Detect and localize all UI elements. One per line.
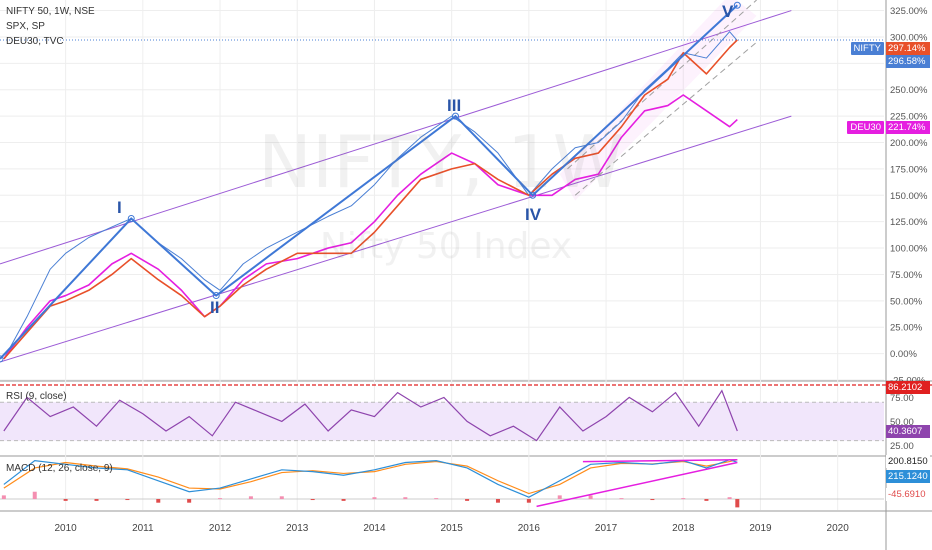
macd-pane-label[interactable]: MACD (12, 26, close, 9) [6, 463, 113, 474]
legend-nifty[interactable]: NIFTY 50, 1W, NSE [6, 6, 95, 17]
macd-histogram-bar [279, 496, 284, 500]
macd-line [3, 459, 738, 498]
wave-label-v: V [722, 2, 734, 21]
macd-histogram-bar [557, 495, 562, 500]
legend-spx[interactable]: SPX, SP [6, 21, 45, 32]
macd-histogram-bar [681, 498, 686, 500]
legend-deu30[interactable]: DEU30, TVC [6, 36, 64, 47]
macd-histogram-bar [403, 497, 408, 500]
rsi-line [3, 389, 738, 442]
x-tick-label: 2011 [132, 523, 154, 534]
macd-histogram-bar [704, 499, 709, 501]
macd-top-badge: 200.8150 [886, 455, 930, 468]
rsi-tick-label: 50.00 [890, 417, 914, 428]
macd-histogram-bar [156, 499, 161, 503]
macd-histogram-bar [187, 499, 192, 503]
y-tick-label: 125.00% [890, 217, 928, 228]
deu30-price-badge: 221.74% [886, 121, 930, 134]
x-tick-label: 2013 [286, 523, 309, 534]
spx-price-badge: 296.58% [886, 55, 930, 68]
macd-hist-badge: -45.6910 [886, 488, 930, 501]
macd-trendline-upper [582, 458, 738, 463]
wave-point-5 [733, 1, 741, 9]
macd-histogram-bar [495, 499, 500, 503]
macd-histogram-bar [63, 499, 68, 501]
rsi-tick-label: 25.00 [890, 441, 914, 452]
sub-channel-upper [567, 0, 757, 170]
macd-signal-badge: 215.1240 [886, 470, 930, 483]
macd-histogram-bar [1, 495, 6, 500]
macd-histogram-bar [619, 498, 624, 500]
spx-line [3, 31, 738, 360]
nifty-name-badge: NIFTY [850, 42, 884, 55]
wave-label-iii: III [447, 96, 462, 115]
macd-histogram-bar [310, 499, 315, 501]
y-tick-label: 250.00% [890, 85, 928, 96]
macd-histogram-bar [32, 491, 37, 500]
macd-histogram-bar [218, 498, 223, 500]
x-tick-label: 2019 [749, 523, 772, 534]
x-tick-label: 2010 [54, 523, 77, 534]
rsi-pane-label[interactable]: RSI (9, close) [6, 391, 67, 402]
y-tick-label: 50.00% [890, 296, 923, 307]
y-tick-label: 225.00% [890, 112, 928, 123]
macd-trendline-lower [536, 461, 738, 508]
rsi-value-badge: 40.3607 [886, 425, 930, 438]
x-tick-label: 2016 [518, 523, 541, 534]
macd-histogram-bar [650, 499, 655, 501]
y-tick-label: 200.00% [890, 138, 928, 149]
rsi-upper-badge: 86.2102 [886, 381, 930, 394]
x-tick-label: 2018 [672, 523, 695, 534]
macd-signal-line [3, 459, 738, 495]
deu30-line [3, 94, 738, 360]
y-tick-label: 100.00% [890, 244, 928, 255]
macd-histogram-bar [341, 499, 346, 501]
rsi-tick-label: 75.00 [890, 393, 914, 404]
y-tick-label: 25.00% [890, 323, 923, 334]
nifty-price-badge: 297.14% [886, 42, 930, 55]
y-tick-label: 300.00% [890, 32, 928, 43]
macd-histogram-bar [372, 497, 377, 500]
x-tick-label: 2012 [209, 523, 232, 534]
wave-label-iv: IV [525, 205, 542, 224]
wave-label-i: I [117, 198, 122, 217]
channel-lower [0, 115, 792, 363]
deu30-name-badge: DEU30 [847, 121, 884, 134]
nifty-line [3, 39, 738, 360]
y-tick-label: 175.00% [890, 164, 928, 175]
macd-histogram-bar [727, 497, 732, 500]
y-tick-label: 150.00% [890, 191, 928, 202]
macd-histogram-bar [94, 499, 99, 501]
y-tick-label: 75.00% [890, 270, 923, 281]
wave-point-1 [127, 215, 135, 222]
macd-histogram-bar [434, 498, 439, 500]
y-tick-label: 325.00% [890, 6, 928, 17]
elliott-wave-line [0, 4, 738, 360]
macd-histogram-bar [526, 499, 531, 503]
x-tick-label: 2014 [363, 523, 386, 534]
macd-histogram-bar [248, 496, 253, 500]
wave-label-ii: II [210, 298, 220, 317]
rsi-band [0, 402, 884, 441]
x-tick-label: 2015 [441, 523, 464, 534]
wave-point-0 [0, 355, 4, 363]
x-tick-label: 2020 [827, 523, 850, 534]
macd-histogram-bar [588, 495, 593, 500]
wave-point-2 [212, 292, 220, 300]
y-tick-label: 0.00% [890, 349, 917, 360]
macd-histogram-bar [465, 499, 470, 501]
x-tick-label: 2017 [595, 523, 618, 534]
wave-point-3 [452, 112, 460, 120]
wave-point-4 [529, 191, 537, 199]
sub-channel-fill [559, 0, 757, 201]
macd-histogram-bar [735, 499, 740, 508]
macd-histogram-bar [125, 499, 130, 501]
